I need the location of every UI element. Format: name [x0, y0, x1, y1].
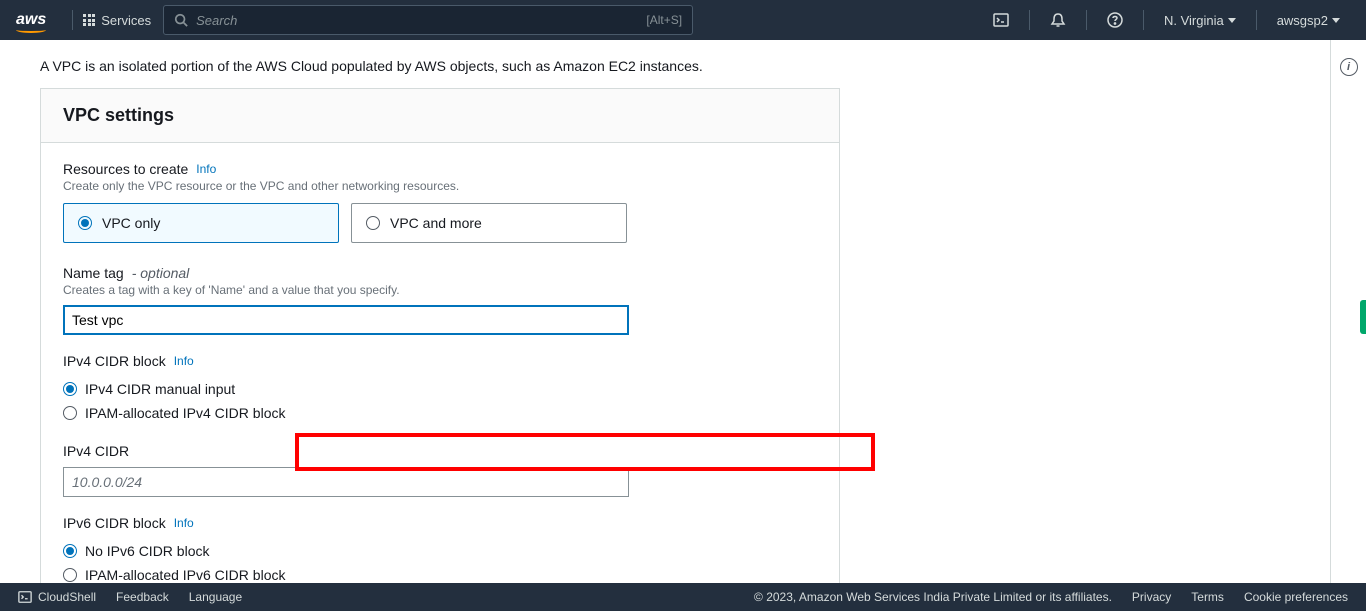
ipv4-block-field: IPv4 CIDR block Info IPv4 CIDR manual in…: [63, 353, 817, 425]
search-shortcut: [Alt+S]: [646, 13, 682, 27]
grid-icon: [83, 14, 95, 26]
services-label: Services: [101, 13, 151, 28]
search-input[interactable]: [196, 13, 646, 28]
radio-icon: [63, 568, 77, 582]
notifications-icon[interactable]: [1040, 2, 1076, 38]
account-selector[interactable]: awsgsp2: [1267, 13, 1350, 28]
cloudshell-icon[interactable]: [983, 2, 1019, 38]
help-icon[interactable]: [1097, 2, 1133, 38]
resources-field: Resources to create Info Create only the…: [63, 161, 817, 243]
footer-cookie[interactable]: Cookie preferences: [1244, 590, 1348, 604]
radio-icon: [63, 544, 77, 558]
chevron-down-icon: [1228, 18, 1236, 23]
aws-logo[interactable]: aws: [16, 11, 46, 29]
radio-icon: [366, 216, 380, 230]
content-area: A VPC is an isolated portion of the AWS …: [0, 40, 1366, 583]
info-link[interactable]: Info: [196, 162, 216, 176]
footer-language[interactable]: Language: [189, 590, 242, 604]
top-nav: aws Services [Alt+S] N. Virginia awsgsp2: [0, 0, 1366, 40]
radio-ipv4-ipam[interactable]: IPAM-allocated IPv4 CIDR block: [63, 401, 817, 425]
side-tab[interactable]: [1360, 300, 1366, 334]
intro-text: A VPC is an isolated portion of the AWS …: [0, 40, 1366, 88]
ipv4-cidr-label: IPv4 CIDR: [63, 443, 817, 459]
vpc-settings-panel: VPC settings Resources to create Info Cr…: [40, 88, 840, 583]
divider: [1256, 10, 1257, 30]
ipv4-cidr-field: IPv4 CIDR: [63, 443, 817, 497]
divider: [72, 10, 73, 30]
radio-vpc-and-more[interactable]: VPC and more: [351, 203, 627, 243]
divider: [1143, 10, 1144, 30]
ipv4-block-options: IPv4 CIDR manual input IPAM-allocated IP…: [63, 377, 817, 425]
footer-terms[interactable]: Terms: [1191, 590, 1224, 604]
search-icon: [174, 13, 188, 27]
resources-options: VPC only VPC and more: [63, 203, 817, 243]
footer-privacy[interactable]: Privacy: [1132, 590, 1171, 604]
ipv6-block-label: IPv6 CIDR block Info: [63, 515, 817, 531]
chevron-down-icon: [1332, 18, 1340, 23]
info-link[interactable]: Info: [174, 516, 194, 530]
divider: [1029, 10, 1030, 30]
radio-ipv6-none[interactable]: No IPv6 CIDR block: [63, 539, 817, 563]
ipv6-block-options: No IPv6 CIDR block IPAM-allocated IPv6 C…: [63, 539, 817, 583]
radio-icon: [78, 216, 92, 230]
radio-ipv4-manual[interactable]: IPv4 CIDR manual input: [63, 377, 817, 401]
radio-icon: [63, 382, 77, 396]
name-tag-input[interactable]: [63, 305, 629, 335]
footer-cloudshell[interactable]: CloudShell: [18, 590, 96, 604]
region-selector[interactable]: N. Virginia: [1154, 13, 1246, 28]
ipv4-cidr-input[interactable]: [63, 467, 629, 497]
resources-label: Resources to create Info: [63, 161, 817, 177]
search-bar[interactable]: [Alt+S]: [163, 5, 693, 35]
radio-ipv6-ipam[interactable]: IPAM-allocated IPv6 CIDR block: [63, 563, 817, 583]
radio-vpc-only[interactable]: VPC only: [63, 203, 339, 243]
topnav-right: N. Virginia awsgsp2: [983, 2, 1350, 38]
panel-title: VPC settings: [41, 89, 839, 143]
ipv4-block-label: IPv4 CIDR block Info: [63, 353, 817, 369]
name-tag-desc: Creates a tag with a key of 'Name' and a…: [63, 283, 817, 297]
cloudshell-icon: [18, 590, 32, 604]
name-tag-field: Name tag - optional Creates a tag with a…: [63, 265, 817, 335]
divider: [1086, 10, 1087, 30]
info-icon[interactable]: i: [1340, 58, 1358, 76]
resources-desc: Create only the VPC resource or the VPC …: [63, 179, 817, 193]
radio-icon: [63, 406, 77, 420]
info-link[interactable]: Info: [174, 354, 194, 368]
name-tag-label: Name tag - optional: [63, 265, 817, 281]
ipv6-block-field: IPv6 CIDR block Info No IPv6 CIDR block …: [63, 515, 817, 583]
footer: CloudShell Feedback Language © 2023, Ama…: [0, 583, 1366, 611]
footer-feedback[interactable]: Feedback: [116, 590, 169, 604]
services-button[interactable]: Services: [83, 13, 151, 28]
footer-copyright: © 2023, Amazon Web Services India Privat…: [754, 590, 1112, 604]
panel-body: Resources to create Info Create only the…: [41, 143, 839, 583]
